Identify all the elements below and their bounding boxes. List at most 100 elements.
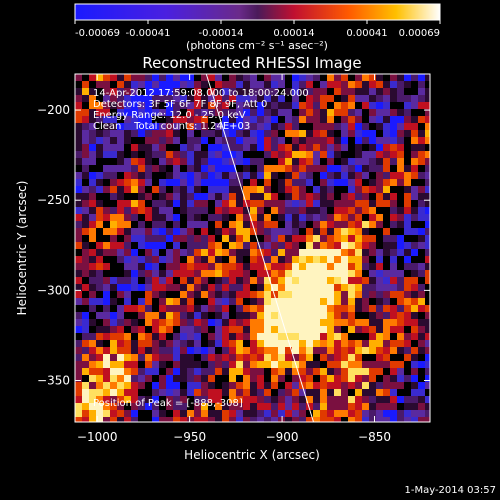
heatmap-cell (229, 347, 236, 354)
heatmap-cell (285, 382, 292, 389)
heatmap-cell (383, 179, 390, 186)
heatmap-cell (250, 235, 257, 242)
heatmap-cell (250, 186, 257, 193)
heatmap-cell (418, 368, 425, 375)
heatmap-cell (292, 284, 299, 291)
heatmap-cell (292, 123, 299, 130)
heatmap-cell (110, 263, 117, 270)
heatmap-cell (236, 270, 243, 277)
heatmap-cell (383, 382, 390, 389)
heatmap-cell (334, 151, 341, 158)
heatmap-cell (292, 95, 299, 102)
heatmap-cell (236, 165, 243, 172)
heatmap-cell (299, 284, 306, 291)
heatmap-cell (390, 200, 397, 207)
heatmap-cell (124, 333, 131, 340)
heatmap-cell (173, 270, 180, 277)
heatmap-cell (131, 291, 138, 298)
heatmap-cell (348, 375, 355, 382)
heatmap-cell (264, 172, 271, 179)
heatmap-cell (243, 207, 250, 214)
heatmap-cell (96, 207, 103, 214)
heatmap-cell (131, 137, 138, 144)
heatmap-cell (159, 312, 166, 319)
heatmap-cell (355, 144, 362, 151)
heatmap-cell (173, 340, 180, 347)
heatmap-cell (229, 214, 236, 221)
heatmap-cell (103, 410, 110, 417)
heatmap-cell (173, 158, 180, 165)
heatmap-cell (306, 368, 313, 375)
heatmap-cell (376, 298, 383, 305)
heatmap-cell (145, 179, 152, 186)
heatmap-cell (285, 88, 292, 95)
heatmap-cell (187, 305, 194, 312)
heatmap-cell (264, 361, 271, 368)
heatmap-cell (327, 263, 334, 270)
heatmap-cell (222, 291, 229, 298)
heatmap-cell (215, 81, 222, 88)
heatmap-cell (299, 417, 306, 422)
heatmap-cell (348, 305, 355, 312)
heatmap-cell (390, 298, 397, 305)
heatmap-cell (299, 277, 306, 284)
heatmap-cell (355, 74, 362, 81)
heatmap-cell (397, 249, 404, 256)
heatmap-cell (257, 305, 264, 312)
heatmap-cell (411, 200, 418, 207)
heatmap-cell (166, 403, 173, 410)
heatmap-cell (159, 186, 166, 193)
heatmap-cell (229, 137, 236, 144)
heatmap-cell (327, 193, 334, 200)
heatmap-cell (376, 130, 383, 137)
heatmap-cell (341, 361, 348, 368)
heatmap-cell (208, 361, 215, 368)
heatmap-cell (222, 88, 229, 95)
heatmap-cell (355, 375, 362, 382)
heatmap-cell (257, 382, 264, 389)
heatmap-cell (110, 242, 117, 249)
heatmap-cell (369, 284, 376, 291)
heatmap-cell (425, 284, 430, 291)
heatmap-cell (110, 81, 117, 88)
heatmap-cell (96, 235, 103, 242)
heatmap-cell (257, 354, 264, 361)
heatmap-cell (292, 172, 299, 179)
heatmap-cell (222, 221, 229, 228)
heatmap-cell (124, 256, 131, 263)
heatmap-cell (187, 382, 194, 389)
heatmap-cell (348, 340, 355, 347)
heatmap-cell (404, 130, 411, 137)
heatmap-cell (313, 200, 320, 207)
heatmap-cell (208, 242, 215, 249)
heatmap-cell (131, 361, 138, 368)
heatmap-cell (313, 305, 320, 312)
heatmap-cell (89, 284, 96, 291)
chart-title: Reconstructed RHESSI Image (142, 54, 361, 72)
heatmap-cell (208, 130, 215, 137)
heatmap-cell (376, 410, 383, 417)
heatmap-cell (418, 144, 425, 151)
heatmap-cell (180, 368, 187, 375)
heatmap-cell (376, 151, 383, 158)
heatmap-cell (222, 123, 229, 130)
heatmap-cell (418, 305, 425, 312)
heatmap-cell (285, 242, 292, 249)
heatmap-cell (264, 312, 271, 319)
heatmap-cell (82, 375, 89, 382)
heatmap-cell (411, 193, 418, 200)
heatmap-cell (117, 354, 124, 361)
heatmap-cell (131, 368, 138, 375)
heatmap-cell (243, 340, 250, 347)
heatmap-cell (131, 235, 138, 242)
heatmap-cell (152, 333, 159, 340)
heatmap-cell (152, 312, 159, 319)
heatmap-cell (208, 403, 215, 410)
heatmap-cell (222, 186, 229, 193)
heatmap-cell (292, 130, 299, 137)
heatmap-cell (180, 347, 187, 354)
heatmap-cell (82, 242, 89, 249)
heatmap-cell (369, 109, 376, 116)
heatmap-cell (383, 347, 390, 354)
heatmap-cell (201, 256, 208, 263)
